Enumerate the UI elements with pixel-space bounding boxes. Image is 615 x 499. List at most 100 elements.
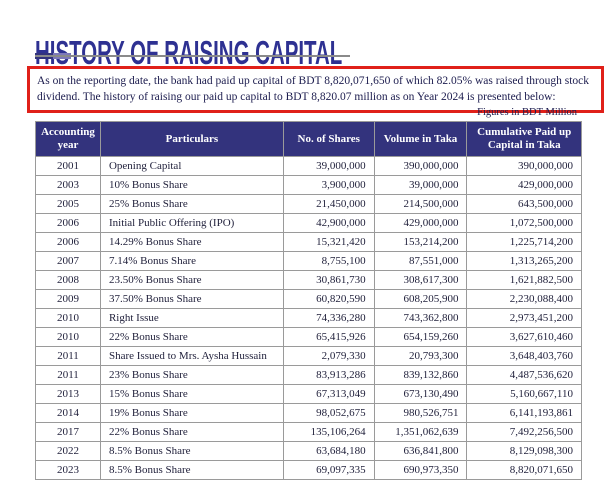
cell-year: 2001: [35, 156, 101, 176]
cell-volume: 214,500,000: [373, 194, 468, 214]
cell-volume: 690,973,350: [373, 460, 468, 480]
cell-particulars: 10% Bonus Share: [99, 175, 284, 195]
header-cell-0: Accounting year: [35, 121, 101, 157]
cell-year: 2008: [35, 270, 101, 290]
cell-cumulative: 4,487,536,620: [466, 365, 582, 385]
cell-cumulative: 7,492,256,500: [466, 422, 582, 442]
cell-year: 2013: [35, 384, 101, 404]
cell-year: 2006: [35, 232, 101, 252]
cell-volume: 20,793,300: [373, 346, 468, 366]
cell-particulars: Initial Public Offering (IPO): [99, 213, 284, 233]
cell-shares: 69,097,335: [282, 460, 375, 480]
table-row: 2001 Opening Capital 39,000,000 390,000,000…: [35, 156, 582, 176]
cell-shares: 60,820,590: [282, 289, 375, 309]
table-row: 2010 22% Bonus Share 65,415,926 654,159,260…: [35, 327, 582, 347]
cell-cumulative: 8,129,098,300: [466, 441, 582, 461]
cell-cumulative: 3,627,610,460: [466, 327, 582, 347]
cell-particulars: 22% Bonus Share: [99, 422, 284, 442]
table-row: 2017 22% Bonus Share 135,106,264 1,351,062,…: [35, 422, 582, 442]
cell-particulars: 25% Bonus Share: [99, 194, 284, 214]
cell-cumulative: 429,000,000: [466, 175, 582, 195]
cell-particulars: 22% Bonus Share: [99, 327, 284, 347]
cell-shares: 2,079,330: [282, 346, 375, 366]
table-row: 2006 Initial Public Offering (IPO) 42,900,…: [35, 213, 582, 233]
table-row: 2008 23.50% Bonus Share 30,861,730 308,617,…: [35, 270, 582, 290]
cell-volume: 39,000,000: [373, 175, 468, 195]
cell-shares: 135,106,264: [282, 422, 375, 442]
header-cell-2: No. of Shares: [282, 121, 375, 157]
cell-shares: 30,861,730: [282, 270, 375, 290]
table-row: 2023 8.5% Bonus Share 69,097,335 690,973,35…: [35, 460, 582, 480]
cell-year: 2011: [35, 346, 101, 366]
cell-cumulative: 2,973,451,200: [466, 308, 582, 328]
cell-cumulative: 1,225,714,200: [466, 232, 582, 252]
cell-cumulative: 1,072,500,000: [466, 213, 582, 233]
cell-particulars: 8.5% Bonus Share: [99, 460, 284, 480]
cell-shares: 3,900,000: [282, 175, 375, 195]
highlight-box: As on the reporting date, the bank had p…: [27, 66, 604, 113]
cell-year: 2023: [35, 460, 101, 480]
table-row: 2011 23% Bonus Share 83,913,286 839,132,860…: [35, 365, 582, 385]
cell-year: 2022: [35, 441, 101, 461]
cell-particulars: 37.50% Bonus Share: [99, 289, 284, 309]
cell-particulars: 23.50% Bonus Share: [99, 270, 284, 290]
cell-cumulative: 5,160,667,110: [466, 384, 582, 404]
cell-particulars: 19% Bonus Share: [99, 403, 284, 423]
cell-year: 2009: [35, 289, 101, 309]
cell-shares: 65,415,926: [282, 327, 375, 347]
cell-particulars: 14.29% Bonus Share: [99, 232, 284, 252]
highlight-text: As on the reporting date, the bank had p…: [37, 75, 589, 103]
cell-volume: 673,130,490: [373, 384, 468, 404]
cell-year: 2010: [35, 308, 101, 328]
cell-cumulative: 1,313,265,200: [466, 251, 582, 271]
table-row: 2009 37.50% Bonus Share 60,820,590 608,205,…: [35, 289, 582, 309]
cell-volume: 390,000,000: [373, 156, 468, 176]
cell-year: 2010: [35, 327, 101, 347]
page-title: HISTORY OF RAISING CAPITAL: [35, 34, 343, 72]
cell-volume: 608,205,900: [373, 289, 468, 309]
cell-cumulative: 643,500,000: [466, 194, 582, 214]
cell-volume: 87,551,000: [373, 251, 468, 271]
cell-year: 2003: [35, 175, 101, 195]
cell-shares: 21,450,000: [282, 194, 375, 214]
title-underline: [35, 55, 350, 57]
cell-particulars: 23% Bonus Share: [99, 365, 284, 385]
cell-cumulative: 6,141,193,861: [466, 403, 582, 423]
cell-volume: 636,841,800: [373, 441, 468, 461]
cell-particulars: 15% Bonus Share: [99, 384, 284, 404]
header-cell-4: Cumulative Paid up Capital in Taka: [466, 121, 582, 157]
table-row: 2022 8.5% Bonus Share 63,684,180 636,841,80…: [35, 441, 582, 461]
cell-shares: 39,000,000: [282, 156, 375, 176]
cell-particulars: Opening Capital: [99, 156, 284, 176]
table-row: 2011 Share Issued to Mrs. Aysha Hussain 2,…: [35, 346, 582, 366]
cell-shares: 8,755,100: [282, 251, 375, 271]
cell-volume: 153,214,200: [373, 232, 468, 252]
cell-shares: 74,336,280: [282, 308, 375, 328]
cell-volume: 1,351,062,639: [373, 422, 468, 442]
cell-cumulative: 8,820,071,650: [466, 460, 582, 480]
cell-particulars: 8.5% Bonus Share: [99, 441, 284, 461]
cell-shares: 83,913,286: [282, 365, 375, 385]
cell-cumulative: 1,621,882,500: [466, 270, 582, 290]
cell-year: 2005: [35, 194, 101, 214]
cell-volume: 308,617,300: [373, 270, 468, 290]
cell-particulars: Share Issued to Mrs. Aysha Hussain: [99, 346, 284, 366]
cell-year: 2011: [35, 365, 101, 385]
cell-volume: 654,159,260: [373, 327, 468, 347]
cell-year: 2017: [35, 422, 101, 442]
cell-shares: 42,900,000: [282, 213, 375, 233]
table-header-row: Accounting year Particulars No. of Shares V…: [35, 121, 582, 157]
table-row: 2010 Right Issue 74,336,280 743,362,800 2,97…: [35, 308, 582, 328]
header-cell-1: Particulars: [99, 121, 284, 157]
cell-year: 2007: [35, 251, 101, 271]
cell-cumulative: 3,648,403,760: [466, 346, 582, 366]
header-cell-3: Volume in Taka: [373, 121, 468, 157]
cell-year: 2014: [35, 403, 101, 423]
table-row: 2005 25% Bonus Share 21,450,000 214,500,000…: [35, 194, 582, 214]
table-row: 2007 7.14% Bonus Share 8,755,100 87,551,000…: [35, 251, 582, 271]
cell-volume: 839,132,860: [373, 365, 468, 385]
cell-shares: 98,052,675: [282, 403, 375, 423]
cell-particulars: 7.14% Bonus Share: [99, 251, 284, 271]
table-row: 2003 10% Bonus Share 3,900,000 39,000,000 42…: [35, 175, 582, 195]
capital-history-table: Accounting year Particulars No. of Shares V…: [35, 121, 582, 480]
